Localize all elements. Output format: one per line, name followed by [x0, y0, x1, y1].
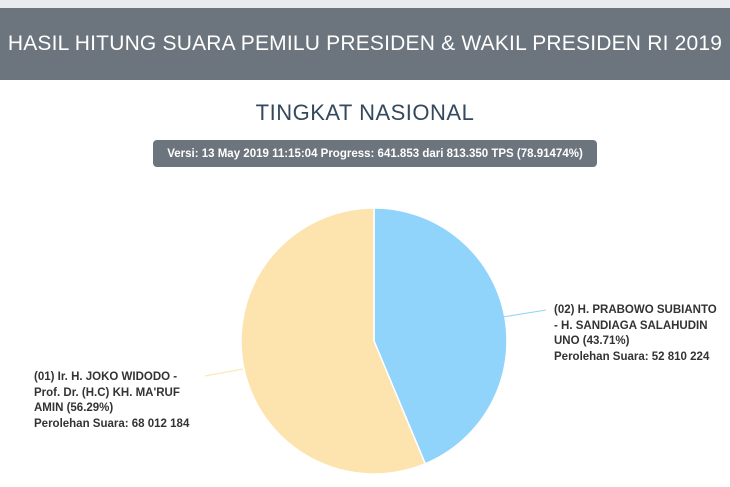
top-strip	[0, 0, 730, 8]
version-progress-badge: Versi: 13 May 2019 11:15:04 Progress: 64…	[153, 140, 597, 167]
slice-label-01-line-4: Perolehan Suara: 68 012 184	[34, 417, 190, 430]
chart-subtitle: TINGKAT NASIONAL	[255, 100, 475, 125]
slice-label-02-line-4: Perolehan Suara: 52 810 224	[554, 350, 710, 363]
slice-label-01: (01) Ir. H. JOKO WIDODO - Prof. Dr. (H.C…	[34, 370, 189, 432]
slice-label-02-line-2: - H. SANDIAGA SALAHUDIN	[554, 319, 708, 332]
page-title: HASIL HITUNG SUARA PEMILU PRESIDEN & WAK…	[7, 32, 723, 55]
slice-label-02: (02) H. PRABOWO SUBIANTO - H. SANDIAGA S…	[554, 303, 717, 365]
slice-label-01-line-3: AMIN (56.29%)	[34, 402, 114, 414]
slice-label-01-line-2: Prof. Dr. (H.C) KH. MA'RUF	[34, 386, 180, 399]
slice-label-02-line-1: (02) H. PRABOWO SUBIANTO	[554, 304, 717, 316]
slice-label-01-line-1: (01) Ir. H. JOKO WIDODO -	[34, 371, 178, 383]
slice-label-02-line-3: UNO (43.71%)	[554, 335, 630, 347]
pie-slice-01[interactable]	[240, 207, 427, 475]
leader-line-02	[502, 309, 547, 318]
version-progress-text: Versi: 13 May 2019 11:15:04 Progress: 64…	[167, 147, 583, 160]
leader-line-01	[204, 368, 244, 377]
page-header: HASIL HITUNG SUARA PEMILU PRESIDEN & WAK…	[0, 8, 730, 80]
pie-slice-02[interactable]	[373, 207, 508, 465]
